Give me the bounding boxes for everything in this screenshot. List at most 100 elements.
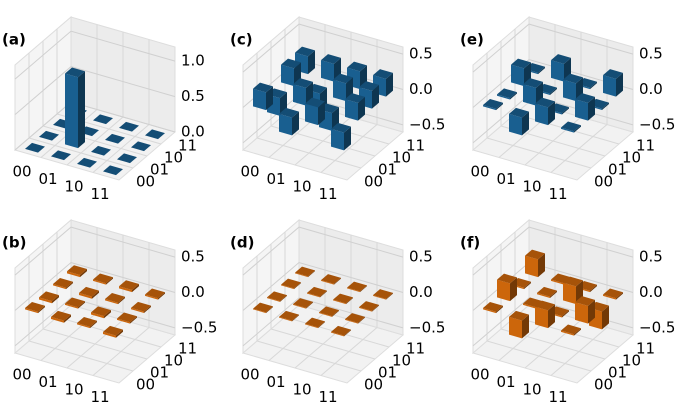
bar	[91, 145, 111, 156]
bar	[535, 300, 555, 329]
bar	[331, 325, 351, 337]
bar	[39, 130, 59, 141]
bar-top	[359, 301, 379, 311]
floor-grid	[550, 39, 608, 173]
bar-top	[295, 46, 315, 57]
y-tick-label: 11	[406, 340, 425, 358]
bar	[117, 312, 137, 324]
bar	[93, 114, 113, 125]
bar-top	[345, 93, 365, 103]
bar-side	[588, 96, 595, 121]
y-tick-label: 01	[378, 161, 397, 179]
bar	[347, 281, 367, 293]
x-tick-label: 11	[318, 185, 337, 203]
y-tick-label: 01	[150, 364, 169, 382]
z-tick-label: 0.0	[639, 80, 663, 98]
y-tick-label: 11	[178, 340, 197, 358]
x-tick-label: 00	[240, 365, 259, 383]
y-tick-label: 01	[608, 161, 627, 179]
y-tick-label: 00	[364, 376, 383, 394]
x-tick-label: 10	[292, 177, 311, 195]
bar	[551, 54, 571, 82]
bar-top	[305, 97, 325, 108]
bar-top	[563, 73, 583, 84]
z-grid-line	[242, 23, 404, 73]
bar-side	[308, 50, 315, 75]
bar	[497, 273, 517, 302]
bar	[117, 153, 137, 164]
bar-front	[575, 302, 588, 324]
bar-side	[574, 328, 581, 336]
bar-side	[548, 304, 555, 329]
bar	[93, 273, 113, 285]
bar-front	[65, 73, 78, 149]
bar-top	[523, 78, 543, 88]
bar-top	[509, 107, 529, 118]
x-tick-label: 01	[38, 373, 57, 391]
y-tick-label: 10	[392, 352, 411, 370]
bar	[523, 78, 543, 106]
bar-top	[575, 93, 595, 103]
bar-top	[51, 150, 71, 161]
bar-front	[359, 307, 372, 312]
bar-front	[105, 298, 118, 305]
bar-front	[279, 316, 292, 322]
bar-front	[103, 331, 116, 338]
bar-front	[535, 103, 548, 126]
bar-top	[535, 300, 555, 311]
bar-top	[103, 325, 123, 336]
y-tick-label: 11	[636, 137, 655, 155]
bar-top	[279, 107, 299, 118]
bar-front	[305, 323, 318, 329]
y-tick-label: 01	[378, 364, 397, 382]
bar-top	[331, 122, 351, 133]
bar-top	[319, 306, 339, 317]
bar	[119, 121, 139, 132]
bar	[145, 288, 165, 300]
bar	[509, 107, 529, 136]
z-grid-line	[14, 297, 176, 347]
bar-side	[616, 72, 623, 97]
y-tick-label: 11	[178, 137, 197, 155]
bar-front	[575, 99, 588, 121]
floor-grid	[320, 242, 378, 376]
x-tick-label: 01	[496, 373, 515, 391]
bar-front	[497, 94, 510, 100]
bar-top	[91, 306, 111, 317]
panel-label: (a)	[2, 31, 26, 49]
bar	[25, 142, 45, 153]
z-tick-label: 0.0	[181, 123, 205, 141]
x-tick-label: 10	[522, 177, 541, 195]
panel-label: (e)	[460, 31, 484, 49]
bar-top	[39, 291, 59, 302]
y-tick-label: 01	[150, 161, 169, 179]
bar-side	[510, 92, 517, 100]
bar	[103, 325, 123, 338]
bar-front	[345, 99, 358, 121]
bar-top	[537, 286, 557, 297]
bar-side	[538, 253, 545, 278]
bar-side	[144, 305, 151, 314]
z-tick-label: −0.5	[639, 318, 675, 336]
floor-grid	[550, 242, 608, 376]
z-tick-label: −0.5	[409, 115, 445, 133]
bar	[305, 317, 325, 329]
bar	[525, 249, 545, 278]
z-grid-line	[472, 226, 634, 276]
bar-front	[331, 128, 344, 151]
bar-side	[38, 305, 45, 314]
bar-front	[509, 113, 522, 136]
bar-front	[25, 307, 38, 314]
bar-side	[130, 316, 137, 324]
bar-top	[65, 297, 85, 308]
bar-front	[483, 104, 496, 111]
panel-label: (d)	[230, 234, 254, 252]
bar	[575, 93, 595, 121]
bar-side	[66, 281, 73, 290]
bar-top	[65, 67, 85, 78]
bar-side	[104, 310, 111, 319]
bar-top	[333, 73, 353, 84]
x-tick-label: 11	[90, 388, 109, 406]
